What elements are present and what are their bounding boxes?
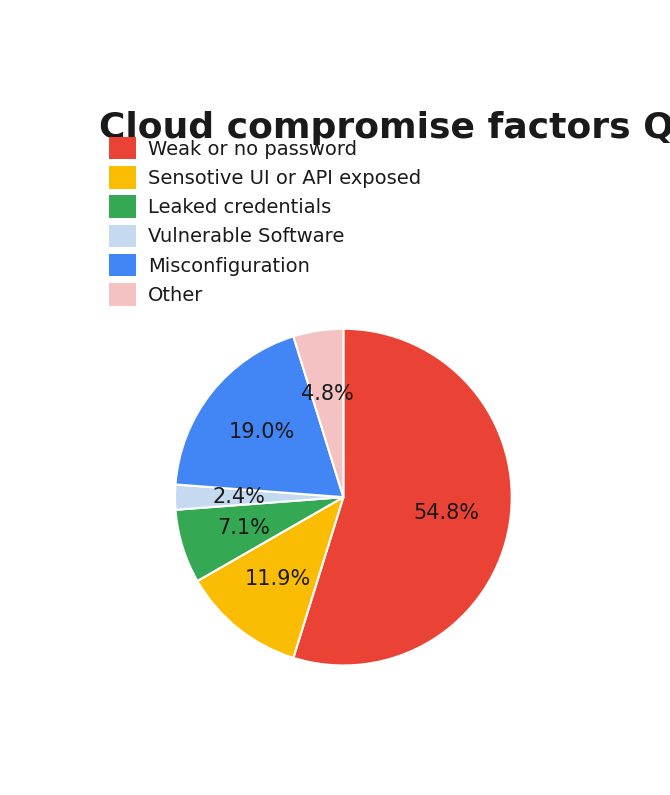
Legend: Weak or no password, Sensotive UI or API exposed, Leaked credentials, Vulnerable: Weak or no password, Sensotive UI or API…	[109, 137, 421, 305]
Text: 4.8%: 4.8%	[302, 384, 354, 404]
Text: 19.0%: 19.0%	[228, 422, 295, 442]
Wedge shape	[175, 484, 343, 510]
Text: 7.1%: 7.1%	[217, 518, 270, 537]
Wedge shape	[176, 336, 343, 497]
Wedge shape	[293, 329, 512, 665]
Wedge shape	[293, 329, 343, 497]
Text: 11.9%: 11.9%	[245, 568, 312, 588]
Text: 54.8%: 54.8%	[413, 502, 480, 523]
Text: Cloud compromise factors Q1 2023: Cloud compromise factors Q1 2023	[99, 111, 670, 145]
Wedge shape	[176, 497, 343, 581]
Wedge shape	[198, 497, 343, 658]
Text: 2.4%: 2.4%	[212, 487, 265, 507]
